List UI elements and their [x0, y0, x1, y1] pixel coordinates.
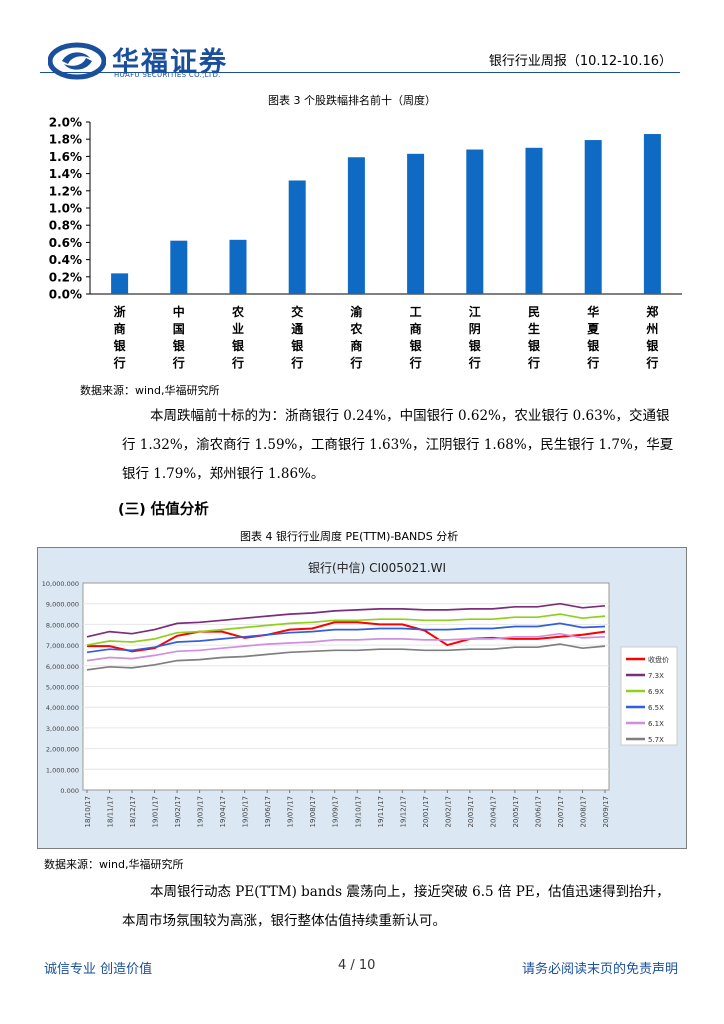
company-logo-english: HUAFU SECURITIES CO.,LTD. — [114, 71, 221, 79]
x-tick-label: 19/12/17 — [399, 796, 407, 827]
chart-title: 银行(中信) CI005021.WI — [308, 560, 446, 575]
x-tick-label: 19/05/17 — [242, 796, 250, 827]
series-line — [86, 643, 606, 671]
figure3-bar-chart: 2.0% 1.8% 1.6% 1.4% 1.2% 1.0% 0.8% 0.6% 0.4% 0.2%… — [49, 116, 682, 370]
series-line — [86, 613, 606, 646]
bar — [288, 180, 306, 294]
bar — [407, 153, 425, 294]
legend-label: 收盘价 — [648, 655, 669, 664]
y-tick-label: 1.2% — [49, 184, 82, 198]
section-heading-valuation: (三) 估值分析 — [118, 502, 209, 518]
bar — [643, 134, 661, 294]
x-tick-label: 18/10/17 — [84, 796, 92, 827]
y-tick-label: 0.6% — [49, 236, 82, 250]
x-tick-label: 江阴银行 — [468, 304, 482, 370]
x-tick-label: 20/05/17 — [512, 796, 520, 827]
y-tick-label: 0.8% — [49, 219, 82, 233]
legend-box — [620, 646, 678, 746]
x-tick-label: 20/08/17 — [579, 796, 587, 827]
y-tick-label: 7,000.000 — [46, 642, 79, 650]
x-tick-label: 民生银行 — [527, 305, 541, 370]
series-line — [87, 621, 606, 653]
y-tick-label: 1.0% — [49, 202, 82, 216]
y-tick-label: 1.6% — [49, 150, 82, 164]
bar — [111, 273, 129, 294]
figure3-source: 数据来源：wind,华福研究所 — [80, 384, 220, 397]
y-tick-label: 2.0% — [49, 116, 82, 130]
report-title: 银行行业周报（10.12-10.16） — [488, 54, 672, 69]
y-tick-label: 1.8% — [49, 133, 82, 147]
x-tick-label: 19/09/17 — [332, 796, 340, 827]
y-tick-label: 0.2% — [49, 270, 82, 284]
x-tick-label: 交通银行 — [290, 304, 304, 370]
series-line — [86, 632, 606, 662]
x-tick-label: 19/01/17 — [152, 796, 160, 827]
x-tick-label: 18/11/17 — [107, 796, 115, 827]
header-divider — [40, 72, 680, 73]
y-tick-label: 9,000.000 — [46, 601, 79, 609]
bar — [229, 239, 247, 294]
x-tick-label: 20/02/17 — [444, 796, 452, 827]
y-tick-label: 6,000.000 — [46, 663, 79, 671]
ranking-paragraph: 本周跌幅前十标的为：浙商银行 0.24%，中国银行 0.62%，农业银行 0.6… — [122, 408, 674, 482]
x-tick-label: 20/07/17 — [557, 796, 565, 827]
x-tick-label: 华夏银行 — [586, 304, 600, 370]
y-tick-label: 0.0% — [49, 288, 82, 302]
x-tick-label: 19/11/17 — [377, 796, 385, 827]
x-tick-label: 20/01/17 — [422, 796, 430, 827]
y-tick-label: 0.000 — [60, 787, 79, 795]
series-line — [86, 602, 606, 638]
y-tick-label: 3,000.000 — [46, 725, 79, 733]
huafu-logo-icon — [48, 42, 106, 80]
x-tick-label: 19/10/17 — [354, 796, 362, 827]
figure4-source: 数据来源：wind,华福研究所 — [44, 858, 184, 871]
x-tick-label: 浙商银行 — [113, 304, 127, 370]
x-tick-label: 18/12/17 — [129, 796, 137, 827]
x-tick-label: 渝农商行 — [349, 304, 363, 370]
x-tick-label: 19/04/17 — [219, 796, 227, 827]
bar — [347, 157, 365, 294]
legend-label: 6.9X — [648, 688, 664, 696]
figure4-caption: 图表 4 银行行业周度 PE(TTM)-BANDS 分析 — [240, 530, 459, 543]
x-tick-label: 19/08/17 — [309, 796, 317, 827]
y-tick-label: 1.4% — [49, 167, 82, 181]
x-tick-label: 20/09/17 — [602, 796, 610, 827]
x-tick-label: 工商银行 — [409, 305, 423, 370]
footer-disclaimer-notice: 请务必阅读末页的免责声明 — [521, 962, 678, 977]
x-tick-label: 中国银行 — [172, 304, 186, 370]
legend-label: 5.7X — [648, 736, 664, 744]
legend-label: 6.1X — [648, 720, 664, 728]
y-tick-label: 4,000.000 — [46, 704, 79, 712]
valuation-paragraph: 本周银行动态 PE(TTM) bands 震荡向上，接近突破 6.5 倍 PE，… — [122, 884, 670, 929]
x-tick-label: 19/06/17 — [264, 796, 272, 827]
bar — [170, 240, 188, 294]
x-tick-label: 郑州银行 — [645, 304, 659, 370]
y-tick-label: 2,000.000 — [46, 746, 79, 754]
y-tick-label: 5,000.000 — [46, 684, 79, 692]
x-tick-label: 19/07/17 — [287, 796, 295, 827]
x-tick-label: 20/06/17 — [534, 796, 542, 827]
figure4-pe-bands-chart: 银行(中信) CI005021.WI 10,000.000 9,000.000 8,0… — [37, 547, 687, 849]
x-tick-label: 19/02/17 — [174, 796, 182, 827]
series-line — [86, 622, 606, 654]
x-tick-label: 19/03/17 — [197, 796, 205, 827]
x-tick-label: 20/04/17 — [489, 796, 497, 827]
x-tick-label: 20/03/17 — [467, 796, 475, 827]
y-tick-label: 1,000.000 — [46, 766, 79, 774]
page-number: 4 / 10 — [338, 958, 376, 973]
figure3-caption: 图表 3 个股跌幅排名前十（周度） — [268, 94, 436, 107]
x-tick-label: 农业银行 — [231, 304, 245, 370]
y-tick-label: 0.4% — [49, 253, 82, 267]
y-tick-label: 8,000.000 — [46, 621, 79, 629]
bar — [466, 149, 484, 294]
y-tick-label: 10,000.000 — [42, 580, 79, 588]
legend-label: 7.3X — [648, 672, 664, 680]
bar — [584, 140, 602, 294]
bar — [525, 147, 543, 294]
legend-label: 6.5X — [648, 704, 664, 712]
footer-slogan: 诚信专业 创造价值 — [44, 962, 153, 977]
